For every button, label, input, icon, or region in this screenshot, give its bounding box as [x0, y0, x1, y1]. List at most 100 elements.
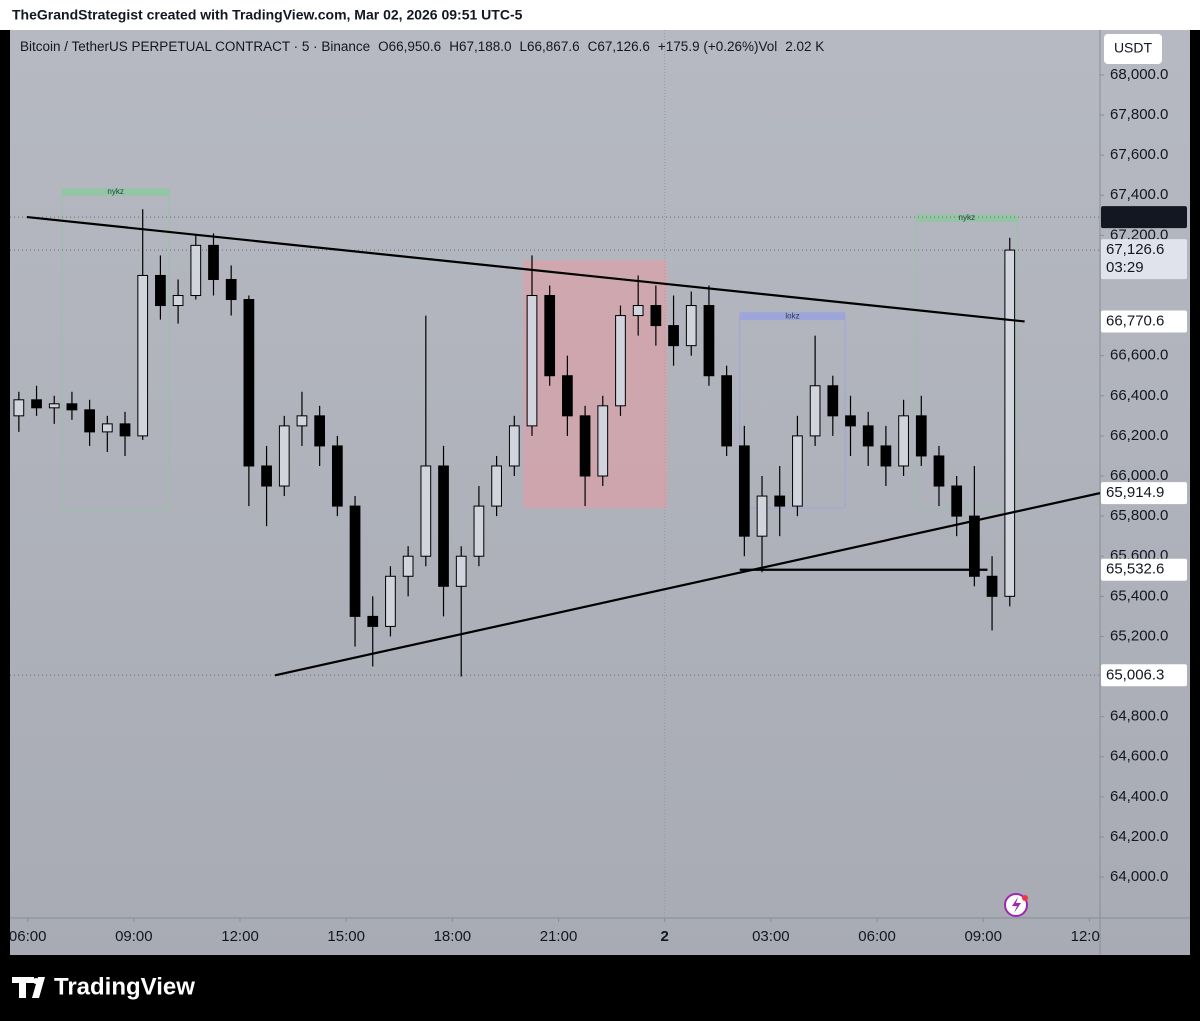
candle-body: [314, 415, 326, 447]
price-tag-label: 67,126.6: [1106, 241, 1164, 258]
legend-field: L: [520, 39, 528, 54]
x-tick-label: 06:00: [858, 928, 896, 945]
y-tick-label: 64,400.0: [1110, 788, 1168, 805]
price-tag-label: 65,914.9: [1106, 484, 1164, 501]
credit-bar: [0, 0, 1200, 30]
y-tick-label: 67,800.0: [1110, 106, 1168, 123]
candle-body: [544, 295, 556, 377]
x-tick-label: 09:00: [115, 928, 153, 945]
x-tick-label: 12:00: [221, 928, 259, 945]
candle-body: [792, 435, 803, 507]
candle-body: [986, 575, 998, 597]
candle-body: [278, 425, 290, 487]
session-tag: [62, 188, 170, 197]
session-label: nykz: [107, 187, 123, 196]
currency-label: USDT: [1114, 40, 1153, 56]
trendline: [26, 215, 1025, 323]
candle-body: [845, 415, 856, 427]
session-label: nykz: [959, 213, 975, 222]
price-tag-label: 67,291.1: [1106, 208, 1164, 225]
y-tick-label: 67,400.0: [1110, 186, 1168, 203]
candle-body: [774, 495, 786, 507]
y-tick-label: 64,200.0: [1110, 828, 1168, 845]
legend-field: 67,188.0: [459, 39, 512, 54]
y-tick-label: 64,000.0: [1110, 868, 1168, 885]
candle-body: [951, 485, 963, 517]
y-tick-label: 67,600.0: [1110, 146, 1168, 163]
overlay: 64,000.0 64,200.0 64,400.0 64,600.0 64,800.0…: [1100, 66, 1187, 885]
candle-body: [31, 399, 42, 409]
candle-body: [455, 555, 467, 587]
session-tag: [915, 214, 1018, 223]
price-tag-label: 65,532.6: [1106, 561, 1164, 578]
x-tick-label: 06:00: [9, 928, 47, 945]
y-tick-label: 65,400.0: [1110, 587, 1168, 604]
candle-body: [650, 305, 662, 327]
candle-body: [137, 274, 149, 437]
x-tick-label: 03:00: [752, 928, 790, 945]
candle-body: [119, 423, 131, 437]
candle-body: [1004, 249, 1016, 597]
candle-body: [349, 505, 361, 617]
x-tick-label: 12:00: [1071, 928, 1109, 945]
candle-body: [190, 244, 202, 297]
trendline: [274, 491, 1100, 677]
candle-body: [48, 403, 60, 409]
candle-body: [809, 385, 821, 437]
candle-body: [243, 299, 255, 467]
plot: nykz lokz nykz: [10, 30, 1100, 918]
candle-body: [579, 415, 591, 477]
legend-field: C: [588, 39, 598, 54]
candle-body: [155, 274, 166, 307]
y-tick-label: 67,200.0: [1110, 226, 1168, 243]
candle-body: [508, 425, 520, 467]
x-tick-label: 21:00: [540, 928, 578, 945]
alert-bolt: [1012, 897, 1021, 913]
credit: TheGrandStrategist created with TradingV…: [12, 7, 523, 23]
candle-body: [827, 385, 839, 417]
y-tick-label: 68,000.0: [1110, 66, 1168, 83]
legend-field: Bitcoin / TetherUS PERPETUAL CONTRACT · …: [20, 39, 370, 54]
price-tag-label: 66,770.6: [1106, 312, 1164, 329]
logo: [33, 978, 39, 984]
legend-field: H: [449, 39, 459, 54]
price-tag: [1101, 664, 1187, 687]
y-tick-label: 66,400.0: [1110, 387, 1168, 404]
candle-body: [969, 515, 980, 577]
price-tag-label: 65,006.3: [1106, 666, 1164, 683]
candle-body: [703, 305, 715, 377]
ohlc-legend: Bitcoin / TetherUS PERPETUAL CONTRACT · …: [20, 39, 824, 54]
candle-body: [933, 455, 945, 487]
candle-body: [225, 278, 237, 301]
candle-body: [13, 399, 25, 417]
candle-body: [66, 403, 78, 411]
price-tag: [1101, 310, 1187, 333]
candle-body: [526, 295, 538, 427]
y-tick-label: 65,800.0: [1110, 507, 1168, 524]
candle-body: [491, 465, 502, 507]
y-tick-label: 64,800.0: [1110, 708, 1168, 725]
candle-body: [101, 423, 113, 433]
price-tag: [1101, 482, 1187, 505]
price-tag: [1101, 558, 1187, 581]
brand: TradingView: [54, 973, 195, 1000]
candle-body: [367, 615, 379, 627]
price-tag: [1101, 206, 1187, 229]
countdown: 03:29: [1106, 259, 1144, 276]
y-tick-label: 66,000.0: [1110, 467, 1168, 484]
currency-button[interactable]: [1104, 34, 1162, 64]
legend-field: 66,950.6: [389, 39, 442, 54]
alert-dot: [1022, 895, 1028, 901]
candle-body: [473, 505, 485, 557]
x-tick-label: 15:00: [327, 928, 365, 945]
candle-body: [738, 445, 750, 537]
x-tick-label: 18:00: [434, 928, 472, 945]
session-tag: [739, 312, 846, 321]
x-tick-label: 2: [661, 928, 669, 945]
candle-body: [402, 555, 414, 577]
candle-body: [385, 575, 396, 627]
candle-body: [862, 425, 874, 447]
legend-field: O: [378, 39, 389, 54]
